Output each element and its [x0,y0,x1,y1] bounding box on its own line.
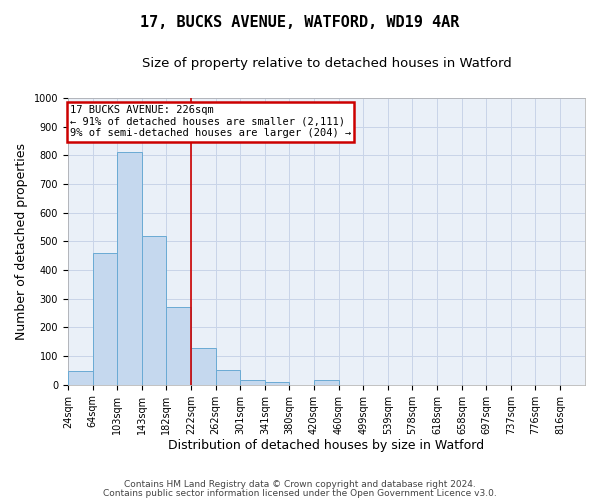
Bar [117,152,142,384]
Text: Contains public sector information licensed under the Open Government Licence v3: Contains public sector information licen… [103,489,497,498]
Bar [142,236,166,384]
Text: 17 BUCKS AVENUE: 226sqm
← 91% of detached houses are smaller (2,111)
9% of semi-: 17 BUCKS AVENUE: 226sqm ← 91% of detache… [70,105,351,138]
Title: Size of property relative to detached houses in Watford: Size of property relative to detached ho… [142,58,511,70]
Bar [265,382,289,384]
Bar [166,308,191,384]
Y-axis label: Number of detached properties: Number of detached properties [15,143,28,340]
Bar [240,380,265,384]
Bar [216,370,240,384]
Bar [191,348,216,385]
Bar [314,380,339,384]
Bar [68,371,92,384]
Text: Contains HM Land Registry data © Crown copyright and database right 2024.: Contains HM Land Registry data © Crown c… [124,480,476,489]
Bar [92,253,117,384]
X-axis label: Distribution of detached houses by size in Watford: Distribution of detached houses by size … [169,440,484,452]
Text: 17, BUCKS AVENUE, WATFORD, WD19 4AR: 17, BUCKS AVENUE, WATFORD, WD19 4AR [140,15,460,30]
